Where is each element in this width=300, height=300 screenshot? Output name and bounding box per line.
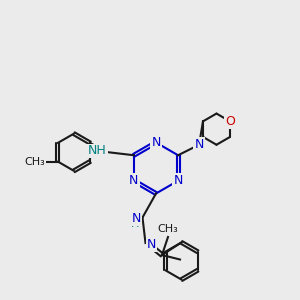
Text: NH: NH xyxy=(88,144,107,157)
Text: N: N xyxy=(132,212,142,225)
Text: CH₃: CH₃ xyxy=(25,157,45,166)
Text: N: N xyxy=(151,136,161,149)
Text: N: N xyxy=(129,174,139,187)
Text: H: H xyxy=(131,219,140,229)
Text: CH₃: CH₃ xyxy=(158,224,178,234)
Text: O: O xyxy=(225,115,235,128)
Text: N: N xyxy=(194,138,204,151)
Text: N: N xyxy=(147,238,156,251)
Text: N: N xyxy=(173,174,183,187)
